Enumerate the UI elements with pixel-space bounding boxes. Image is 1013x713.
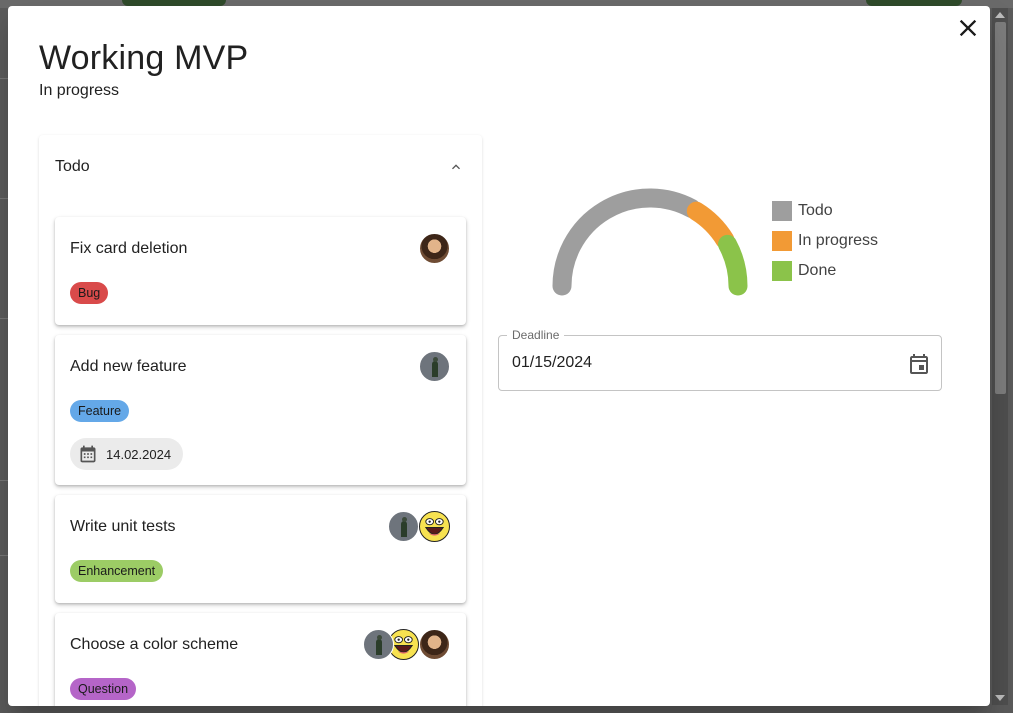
gauge-segment-in-progress[interactable] [686, 201, 735, 250]
chevron-up-icon[interactable] [448, 159, 464, 175]
task-card[interactable]: Write unit tests Enhancement [55, 495, 466, 603]
chart-legend: Todo In progress Done [772, 196, 878, 286]
avatar[interactable] [388, 511, 419, 542]
assignee-avatars [388, 511, 450, 542]
gauge-segment-todo[interactable] [552, 188, 702, 296]
card-title: Choose a color scheme [70, 636, 239, 653]
legend-item-in-progress[interactable]: In progress [772, 226, 878, 256]
avatar[interactable] [419, 351, 450, 382]
deadline-label: Deadline [507, 328, 565, 342]
column-title: Todo [55, 158, 90, 175]
due-date-chip: 14.02.2024 [70, 438, 184, 470]
background-divider [0, 318, 8, 319]
card-title: Add new feature [70, 358, 187, 375]
assignee-avatars [363, 629, 450, 660]
task-card[interactable]: Add new feature Feature 14.02.2024 [55, 335, 466, 485]
legend-item-todo[interactable]: Todo [772, 196, 878, 226]
open-calendar-button[interactable] [907, 352, 931, 376]
legend-swatch [772, 201, 792, 221]
calendar-icon [80, 445, 96, 463]
assignee-avatars [419, 233, 450, 264]
smiley-icon [424, 518, 445, 536]
legend-label: In progress [798, 232, 879, 249]
task-card[interactable]: Choose a color scheme Question [55, 613, 466, 706]
avatar[interactable] [388, 629, 419, 660]
dialog-title: Working MVP [39, 39, 249, 77]
dialog-status: In progress [39, 82, 120, 99]
gauge-segment-done[interactable] [718, 234, 748, 296]
card-title: Write unit tests [70, 518, 176, 535]
page-scrollbar[interactable] [992, 8, 1008, 705]
scroll-up-arrow-icon[interactable] [995, 12, 1005, 18]
legend-label: Done [798, 262, 837, 279]
todo-column: Todo Fix card deletion Bug Add new featu… [39, 135, 482, 706]
card-title: Fix card deletion [70, 240, 188, 257]
avatar[interactable] [419, 511, 450, 542]
legend-swatch [772, 231, 792, 251]
background-chip [122, 0, 226, 6]
background-divider [0, 480, 8, 481]
background-divider [0, 555, 8, 556]
column-header[interactable]: Todo [39, 135, 482, 197]
task-card[interactable]: Fix card deletion Bug [55, 217, 466, 325]
smiley-icon [393, 636, 414, 654]
avatar[interactable] [363, 629, 394, 660]
tag-badge: Enhancement [70, 560, 164, 582]
tag-badge: Question [70, 678, 137, 700]
deadline-field[interactable]: Deadline [498, 328, 942, 391]
avatar[interactable] [419, 233, 450, 264]
tag-badge: Bug [70, 282, 109, 304]
background-chip [866, 0, 962, 6]
background-header [0, 0, 1013, 8]
legend-item-done[interactable]: Done [772, 256, 878, 286]
background-divider [0, 198, 8, 199]
close-button[interactable] [954, 14, 982, 42]
due-date: 14.02.2024 [106, 446, 172, 462]
assignee-avatars [419, 351, 450, 382]
avatar[interactable] [419, 629, 450, 660]
background-divider [0, 78, 8, 79]
task-group-dialog: Working MVP In progress Todo Fix card de… [8, 6, 990, 706]
progress-gauge-chart [552, 188, 748, 296]
tag-badge: Feature [70, 400, 130, 422]
legend-label: Todo [798, 202, 833, 219]
scroll-down-arrow-icon[interactable] [995, 695, 1005, 701]
close-icon [959, 19, 977, 37]
deadline-input[interactable] [512, 354, 812, 372]
scrollbar-thumb[interactable] [995, 22, 1006, 394]
legend-swatch [772, 261, 792, 281]
calendar-icon [910, 354, 928, 374]
